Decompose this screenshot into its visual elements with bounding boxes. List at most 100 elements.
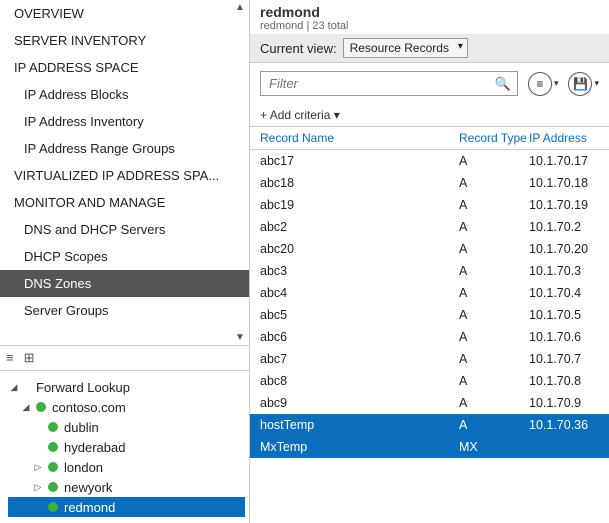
cell-record-name: abc17 [260, 154, 459, 168]
cell-ip-address: 10.1.70.19 [529, 198, 599, 212]
cell-record-type: A [459, 220, 529, 234]
search-icon[interactable]: 🔍 [495, 76, 511, 92]
cell-record-type: A [459, 176, 529, 190]
nav-item[interactable]: OVERVIEW [0, 0, 249, 27]
table-row[interactable]: hostTempA10.1.70.36 [250, 414, 609, 436]
table-row[interactable]: abc4A10.1.70.4 [250, 282, 609, 304]
tree-node-label: redmond [64, 500, 115, 515]
view-row: Current view: Resource Records [250, 34, 609, 63]
column-record-type[interactable]: Record Type [459, 131, 529, 145]
nav-item[interactable]: IP Address Range Groups [0, 135, 249, 162]
add-criteria-row[interactable]: + Add criteria ▾ [250, 104, 609, 127]
cell-ip-address: 10.1.70.4 [529, 286, 599, 300]
tree-domain[interactable]: ◢ contoso.com [8, 397, 245, 417]
status-dot-icon [48, 502, 58, 512]
nav-item[interactable]: IP Address Blocks [0, 81, 249, 108]
tree-toggle-icon[interactable]: ▷ [32, 462, 44, 473]
cell-ip-address: 10.1.70.36 [529, 418, 599, 432]
grid-body: abc17A10.1.70.17abc18A10.1.70.18abc19A10… [250, 150, 609, 523]
cell-record-type: A [459, 352, 529, 366]
tree-toggle-icon[interactable]: ◢ [20, 402, 32, 413]
table-row[interactable]: abc17A10.1.70.17 [250, 150, 609, 172]
tree-node[interactable]: redmond [8, 497, 245, 517]
tree-node[interactable]: ▷ london [8, 457, 245, 477]
table-row[interactable]: MxTempMX [250, 436, 609, 458]
left-pane: ▲ OVERVIEWSERVER INVENTORYIP ADDRESS SPA… [0, 0, 250, 523]
nav-item[interactable]: Server Groups [0, 297, 249, 324]
tree-node[interactable]: ▷newyork [8, 477, 245, 497]
options-button[interactable]: ≡ [528, 72, 552, 96]
cell-record-type: A [459, 264, 529, 278]
chevron-down-icon[interactable]: ▾ [554, 78, 559, 89]
cell-record-name: abc8 [260, 374, 459, 388]
cell-record-name: MxTemp [260, 440, 459, 454]
tree-root[interactable]: ◢ Forward Lookup [8, 377, 245, 397]
nav-item[interactable]: IP ADDRESS SPACE [0, 54, 249, 81]
table-row[interactable]: abc6A10.1.70.6 [250, 326, 609, 348]
nav-scroll-down[interactable]: ▼ [233, 332, 247, 343]
cell-record-type: A [459, 198, 529, 212]
nav-item[interactable]: SERVER INVENTORY [0, 27, 249, 54]
cell-record-name: abc7 [260, 352, 459, 366]
tree-view-list-icon[interactable]: ≡ [6, 350, 14, 366]
nav-list: ▲ OVERVIEWSERVER INVENTORYIP ADDRESS SPA… [0, 0, 249, 345]
table-row[interactable]: abc20A10.1.70.20 [250, 238, 609, 260]
tree-node[interactable]: dublin [8, 417, 245, 437]
tree-toggle-icon[interactable]: ◢ [8, 382, 20, 393]
filter-box[interactable]: 🔍 [260, 71, 518, 96]
cell-record-name: abc19 [260, 198, 459, 212]
table-row[interactable]: abc5A10.1.70.5 [250, 304, 609, 326]
nav-item[interactable]: DNS Zones [0, 270, 249, 297]
cell-record-name: abc9 [260, 396, 459, 410]
filter-input[interactable] [267, 75, 495, 92]
table-row[interactable]: abc3A10.1.70.3 [250, 260, 609, 282]
cell-ip-address: 10.1.70.2 [529, 220, 599, 234]
nav-item[interactable]: VIRTUALIZED IP ADDRESS SPA... [0, 162, 249, 189]
cell-ip-address: 10.1.70.8 [529, 374, 599, 388]
cell-ip-address: 10.1.70.18 [529, 176, 599, 190]
tree-toggle-icon[interactable]: ▷ [32, 482, 44, 493]
table-row[interactable]: abc2A10.1.70.2 [250, 216, 609, 238]
right-pane: redmond redmond | 23 total Current view:… [250, 0, 609, 523]
cell-ip-address: 10.1.70.9 [529, 396, 599, 410]
cell-ip-address: 10.1.70.5 [529, 308, 599, 322]
current-view-label: Current view: [260, 41, 337, 56]
nav-item[interactable]: MONITOR AND MANAGE [0, 189, 249, 216]
cell-record-name: abc18 [260, 176, 459, 190]
table-row[interactable]: abc18A10.1.70.18 [250, 172, 609, 194]
status-dot-icon [48, 422, 58, 432]
tree-node-label: london [64, 460, 103, 475]
status-dot-icon [48, 462, 58, 472]
current-view-dropdown[interactable]: Resource Records [343, 38, 468, 58]
cell-ip-address: 10.1.70.7 [529, 352, 599, 366]
cell-record-type: A [459, 374, 529, 388]
cell-ip-address: 10.1.70.20 [529, 242, 599, 256]
cell-ip-address [529, 440, 599, 454]
status-dot-icon [48, 482, 58, 492]
page-title: redmond [260, 4, 599, 20]
tree-view-tree-icon[interactable]: ⊞ [24, 350, 35, 366]
cell-record-type: A [459, 242, 529, 256]
column-ip-address[interactable]: IP Address [529, 131, 599, 145]
grid-head: Record Name Record Type IP Address [250, 127, 609, 150]
page-subtitle: redmond | 23 total [260, 20, 599, 32]
plus-icon: + [260, 108, 270, 122]
chevron-down-icon[interactable]: ▾ [594, 78, 599, 89]
nav-item[interactable]: DNS and DHCP Servers [0, 216, 249, 243]
cell-record-type: A [459, 286, 529, 300]
table-row[interactable]: abc7A10.1.70.7 [250, 348, 609, 370]
table-row[interactable]: abc9A10.1.70.9 [250, 392, 609, 414]
cell-record-name: hostTemp [260, 418, 459, 432]
table-row[interactable]: abc8A10.1.70.8 [250, 370, 609, 392]
nav-scroll-up[interactable]: ▲ [233, 2, 247, 13]
nav-item[interactable]: DHCP Scopes [0, 243, 249, 270]
column-record-name[interactable]: Record Name [260, 131, 459, 145]
header: redmond redmond | 23 total [250, 0, 609, 34]
table-row[interactable]: abc19A10.1.70.19 [250, 194, 609, 216]
cell-record-name: abc5 [260, 308, 459, 322]
tree-node[interactable]: hyderabad [8, 437, 245, 457]
cell-record-type: A [459, 154, 529, 168]
save-button[interactable]: 💾 [568, 72, 592, 96]
nav-item[interactable]: IP Address Inventory [0, 108, 249, 135]
cell-record-type: A [459, 418, 529, 432]
